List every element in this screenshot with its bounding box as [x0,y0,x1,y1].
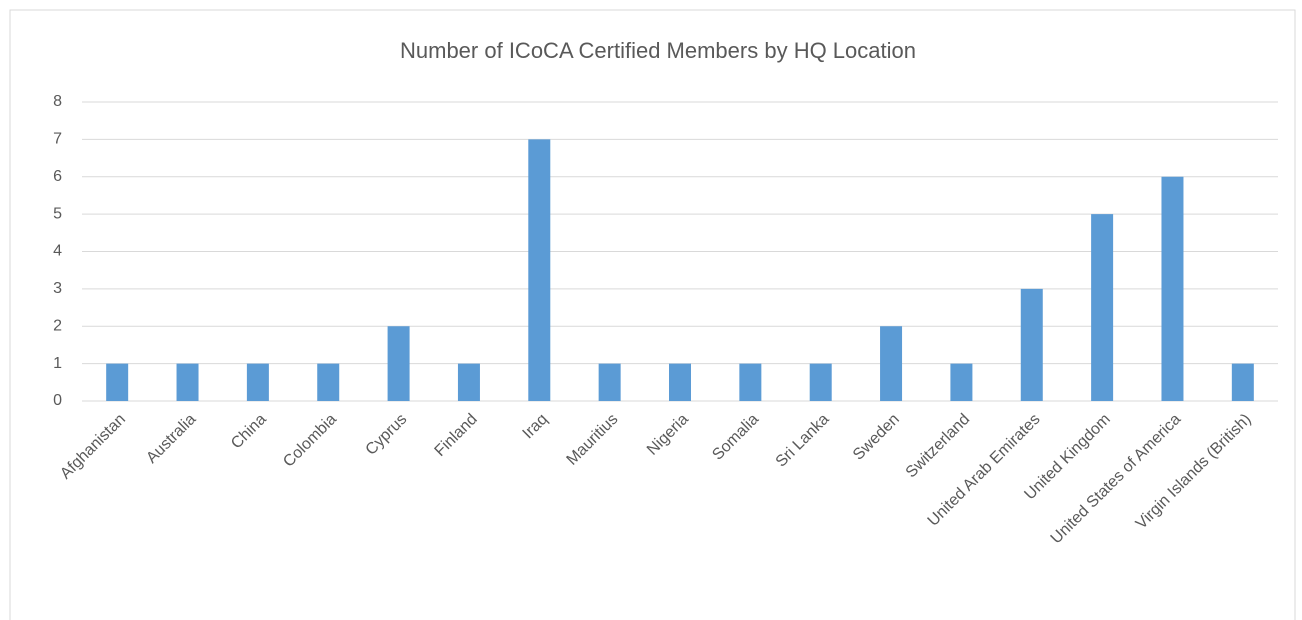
bar [317,363,340,401]
y-tick-label: 1 [53,355,62,372]
x-tick-label: Sweden [850,411,903,464]
x-tick-label: Sri Lanka [773,411,833,471]
bar [1231,363,1254,401]
bar [1020,288,1043,401]
bar [739,363,762,401]
y-tick-label: 7 [53,131,62,148]
x-tick-label: Virgin Islands (British) [1133,411,1255,533]
y-tick-label: 3 [53,280,62,297]
bar [1091,214,1114,401]
bar [106,363,129,401]
y-tick-label: 6 [53,168,62,185]
y-tick-label: 2 [53,317,62,334]
x-tick-label: Australia [143,411,199,467]
bar [1161,176,1184,401]
chart-title: Number of ICoCA Certified Members by HQ … [400,38,916,63]
bar [880,326,903,401]
bar [528,139,551,401]
x-tick-label: Nigeria [644,411,692,459]
bar [176,363,199,401]
x-tick-label: Switzerland [903,411,974,482]
y-tick-label: 5 [53,205,62,222]
bar [457,363,480,401]
x-tick-label: Iraq [520,411,552,443]
y-tick-label: 0 [53,392,62,409]
x-tick-label: Afghanistan [57,411,129,483]
x-tick-label: Colombia [280,411,340,471]
x-tick-label: Mauritius [564,411,622,469]
bar [809,363,832,401]
y-tick-label: 8 [53,93,62,110]
bar [950,363,973,401]
bar [598,363,621,401]
x-tick-label: Somalia [709,411,762,464]
x-tick-label: United States of America [1048,411,1185,548]
chart-border [9,9,1296,620]
x-tick-label: Cyprus [363,411,411,459]
x-tick-label: China [228,411,270,453]
x-tick-label: Finland [432,411,481,460]
bar [669,363,691,401]
bar [387,326,410,401]
bar [246,363,269,401]
y-tick-label: 4 [53,243,62,260]
